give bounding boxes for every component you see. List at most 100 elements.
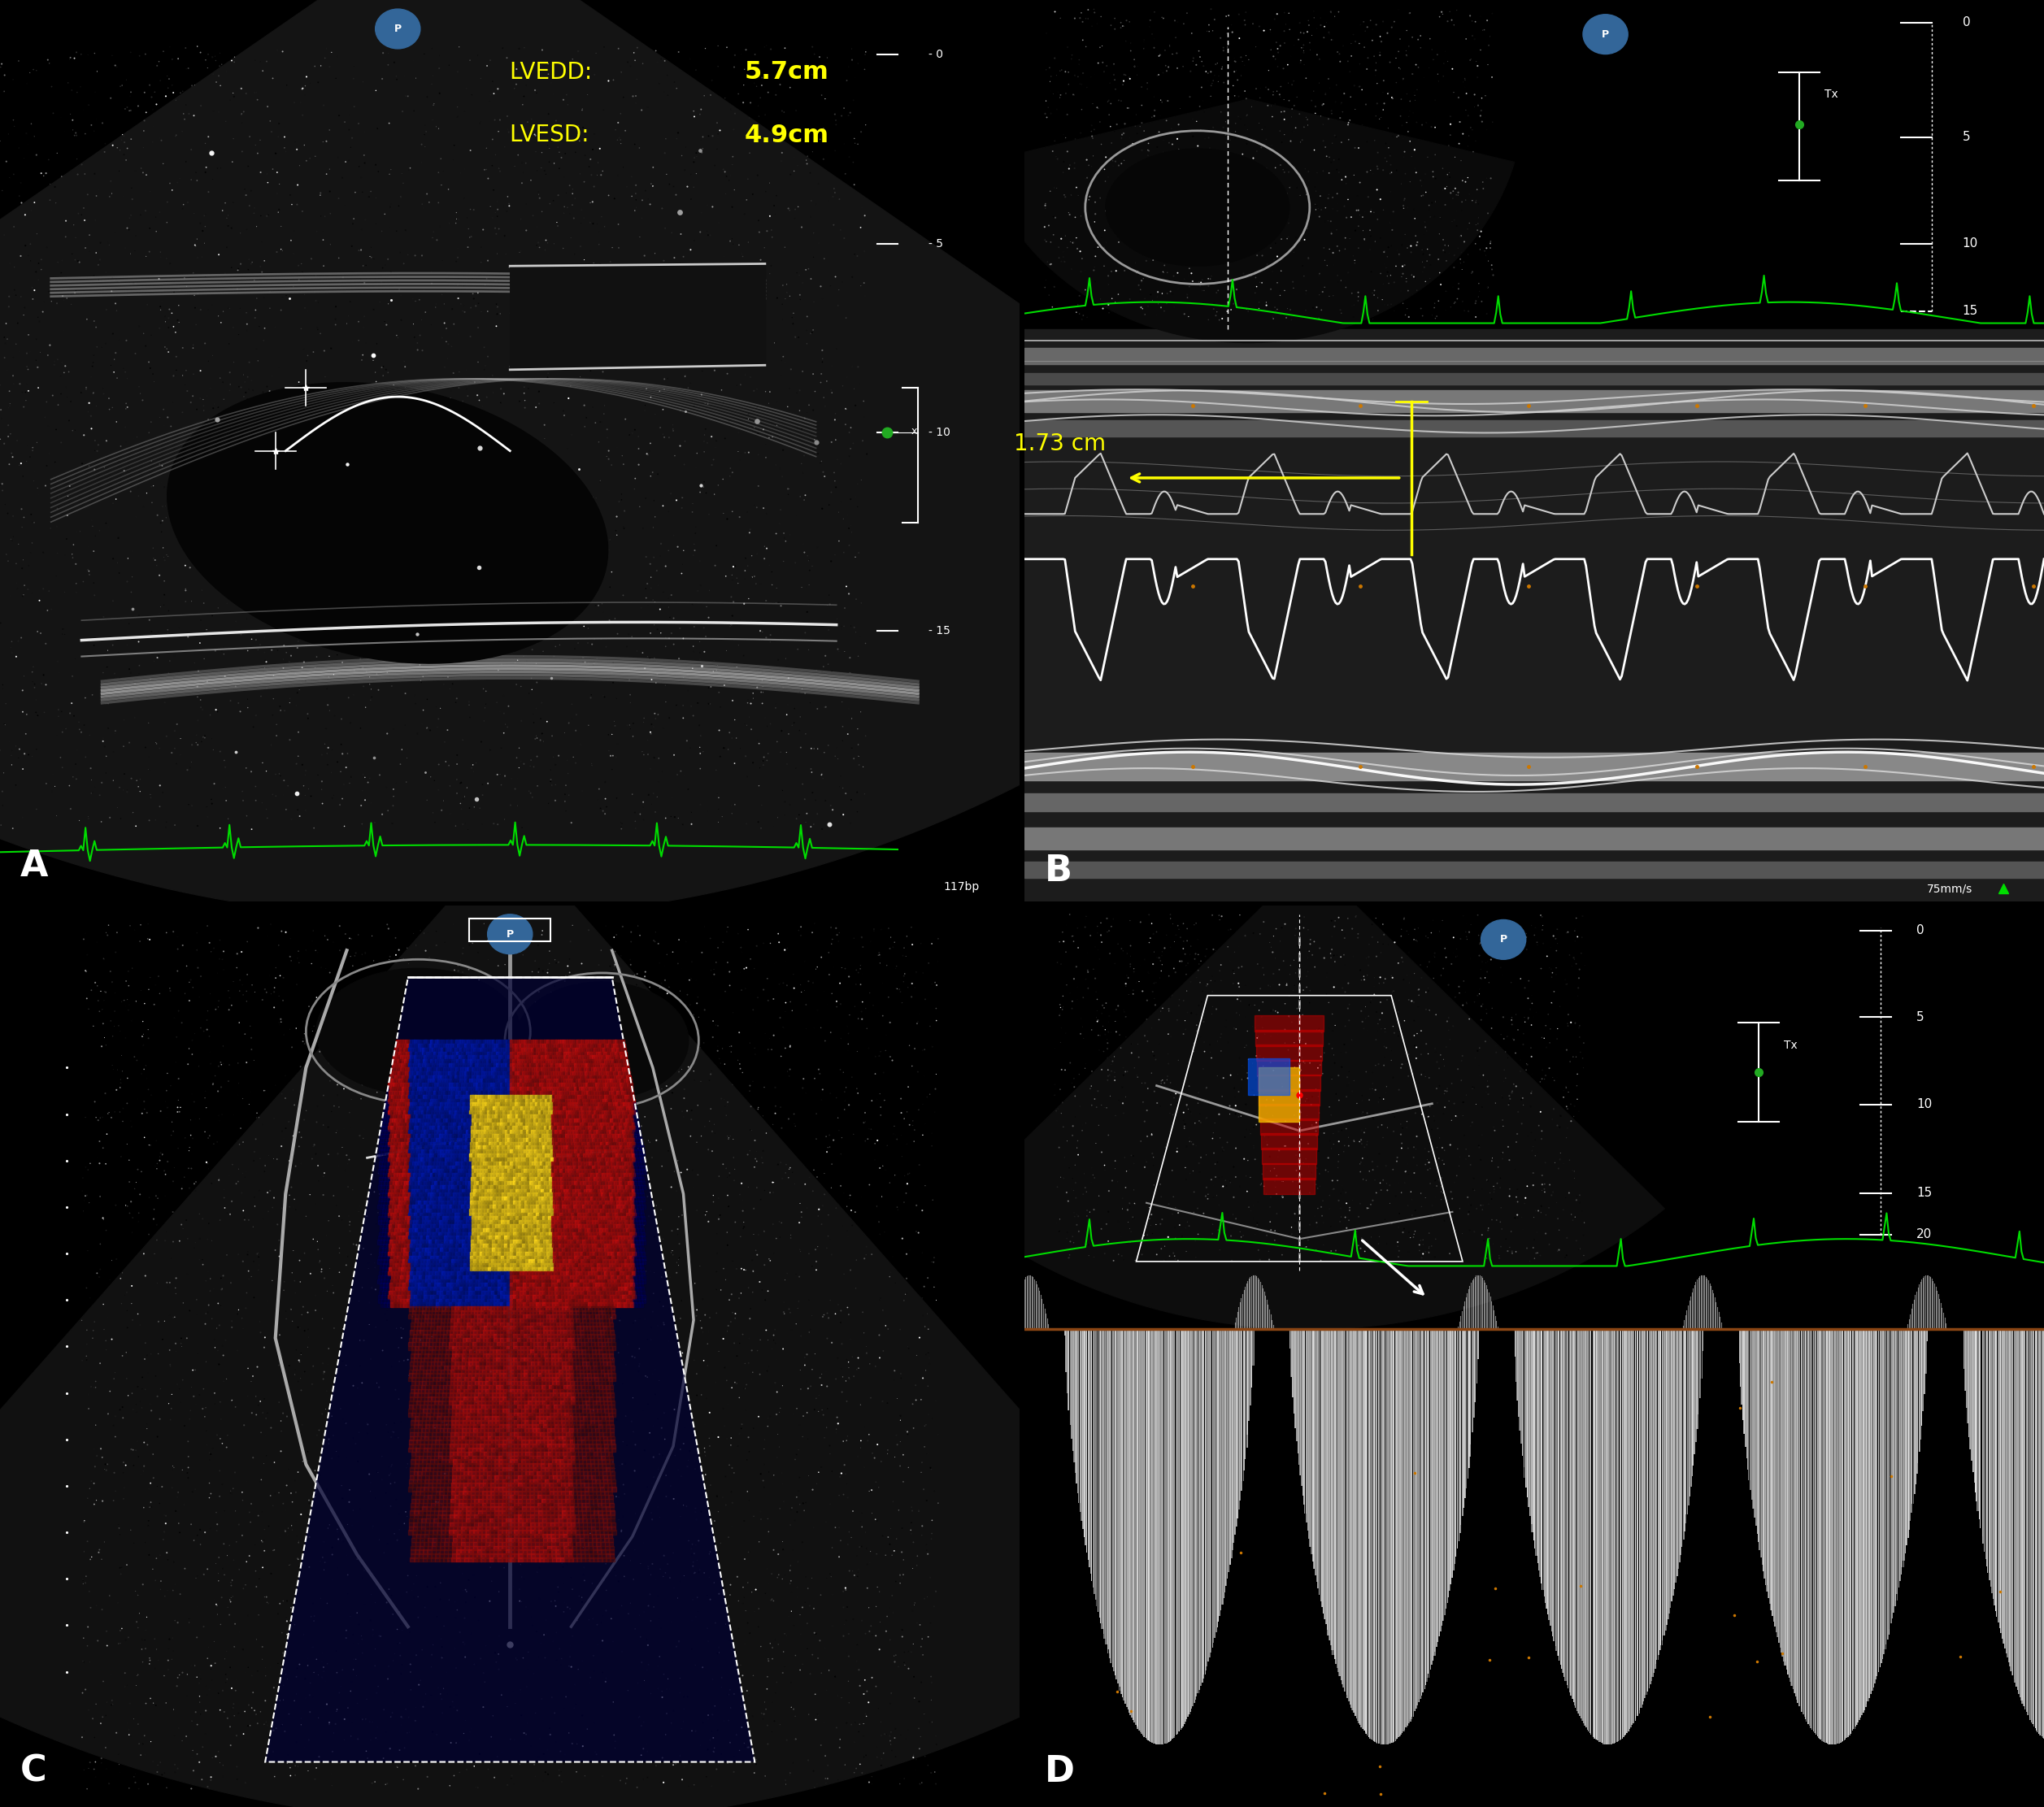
Bar	[392, 1166, 394, 1169]
Point	[1464, 1034, 1496, 1063]
Point	[468, 1668, 501, 1697]
Bar	[599, 1384, 603, 1390]
Point	[190, 614, 223, 643]
Bar	[578, 1393, 583, 1397]
Bar	[482, 1126, 484, 1131]
Bar	[503, 1408, 507, 1413]
Bar	[419, 1243, 423, 1249]
Point	[266, 38, 298, 67]
Point	[1511, 1171, 1543, 1200]
Point	[186, 385, 219, 414]
Point	[413, 450, 446, 479]
Point	[599, 994, 632, 1023]
Point	[1429, 173, 1461, 202]
Point	[558, 347, 591, 376]
Bar	[460, 1467, 464, 1471]
Point	[879, 1648, 912, 1677]
Point	[368, 199, 401, 228]
Point	[489, 352, 521, 381]
Bar	[562, 1129, 564, 1135]
Bar	[605, 1373, 609, 1377]
Point	[1568, 1209, 1600, 1238]
Bar	[427, 1545, 431, 1550]
Point	[519, 1762, 552, 1791]
Bar	[507, 1256, 511, 1259]
Point	[856, 1438, 889, 1467]
Bar	[1024, 754, 2044, 781]
Point	[662, 1626, 695, 1655]
Bar	[493, 1247, 495, 1252]
Point	[519, 721, 552, 750]
Point	[634, 623, 666, 652]
Bar	[636, 1279, 640, 1283]
Point	[891, 1453, 924, 1482]
Point	[515, 791, 548, 820]
Bar	[536, 1393, 540, 1397]
Bar	[448, 1326, 450, 1330]
Bar	[433, 1229, 435, 1232]
Point	[1145, 240, 1177, 269]
Point	[738, 954, 771, 983]
Point	[67, 193, 100, 222]
Point	[323, 1339, 356, 1368]
Point	[1136, 978, 1169, 1006]
Point	[217, 571, 249, 600]
Point	[615, 183, 648, 211]
Point	[1181, 1090, 1214, 1119]
Point	[484, 759, 517, 788]
Bar	[442, 1055, 446, 1061]
Bar	[460, 1166, 464, 1169]
Point	[417, 656, 450, 685]
Point	[873, 1169, 905, 1198]
Point	[194, 784, 227, 813]
Bar	[444, 1290, 446, 1296]
Point	[1061, 1126, 1094, 1155]
Point	[695, 956, 728, 985]
Bar	[425, 1193, 427, 1196]
Point	[298, 1189, 331, 1218]
Point	[613, 688, 646, 717]
Point	[613, 623, 646, 652]
Bar	[617, 1052, 619, 1055]
Bar	[568, 1287, 570, 1292]
Point	[260, 1236, 292, 1265]
Point	[78, 537, 110, 566]
Point	[562, 1518, 595, 1547]
Point	[1233, 1044, 1265, 1073]
Bar	[421, 1052, 425, 1055]
Point	[1429, 934, 1461, 963]
Point	[809, 392, 842, 421]
Bar	[460, 1102, 462, 1108]
Bar	[450, 1531, 454, 1534]
Bar	[450, 1521, 454, 1527]
Bar	[525, 1079, 527, 1084]
Bar	[550, 1319, 554, 1323]
Point	[460, 1469, 493, 1498]
Bar	[517, 1361, 521, 1366]
Point	[689, 638, 722, 667]
Point	[174, 1133, 206, 1162]
Bar	[421, 1099, 423, 1102]
Point	[164, 1518, 196, 1547]
Point	[204, 1050, 237, 1079]
Bar	[429, 1456, 435, 1460]
Point	[258, 244, 290, 273]
Bar	[595, 1534, 601, 1538]
Point	[660, 690, 693, 719]
Point	[94, 674, 127, 703]
Point	[374, 193, 407, 222]
Bar	[476, 1176, 480, 1182]
Bar	[525, 1290, 529, 1296]
Point	[901, 1218, 934, 1247]
Bar	[636, 1182, 640, 1185]
Point	[1196, 168, 1228, 197]
Point	[1339, 249, 1372, 278]
Bar	[585, 1484, 589, 1487]
Point	[407, 336, 439, 365]
Bar	[392, 1169, 394, 1173]
Bar	[603, 1111, 607, 1115]
Point	[429, 746, 462, 775]
Point	[331, 1511, 364, 1540]
Point	[296, 1634, 329, 1662]
Point	[599, 284, 632, 313]
